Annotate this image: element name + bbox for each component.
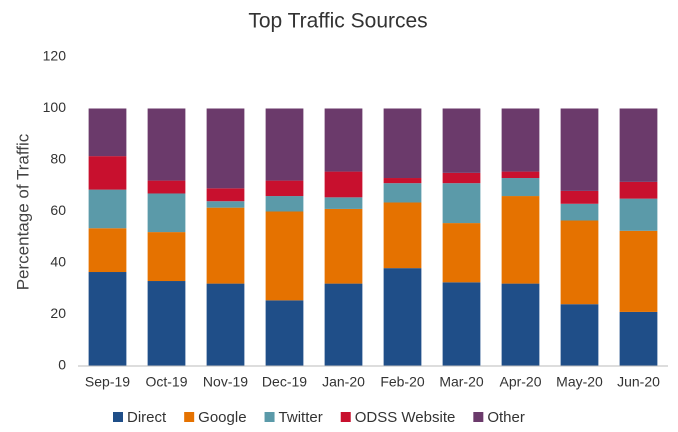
bar-segment	[88, 272, 127, 366]
y-tick-label: 80	[50, 151, 66, 167]
bar-segment	[147, 232, 186, 282]
x-tick-label: Nov-19	[203, 374, 248, 390]
bar-segment	[619, 230, 658, 312]
bar-segment	[206, 188, 245, 202]
y-tick-label: 20	[50, 305, 66, 321]
bar-segment	[560, 304, 599, 366]
bar-segment	[383, 108, 422, 179]
bar-segment	[265, 300, 304, 366]
x-tick-label: Dec-19	[262, 374, 307, 390]
bar-segment	[88, 156, 127, 190]
bar-segment	[265, 108, 304, 181]
y-tick-label: 100	[43, 99, 67, 115]
bar-segment	[560, 190, 599, 204]
bar-segment	[324, 108, 363, 172]
bar-segment	[383, 183, 422, 203]
x-tick-label: Feb-20	[380, 374, 425, 390]
bar-segment	[619, 108, 658, 182]
x-tick-label: Mar-20	[439, 374, 484, 390]
bar-segment	[442, 183, 481, 224]
legend-swatch	[473, 412, 484, 422]
chart-title: Top Traffic Sources	[248, 10, 427, 33]
bar-segment	[442, 108, 481, 173]
bar-segment	[324, 208, 363, 284]
bar-segment	[501, 171, 540, 179]
legend-label: Direct	[127, 409, 167, 426]
legend-swatch	[184, 412, 195, 422]
bar-segment	[265, 211, 304, 301]
x-tick-label: Jan-20	[322, 374, 365, 390]
legend-label: Google	[198, 409, 246, 426]
bar-segment	[324, 283, 363, 366]
bar-segment	[383, 268, 422, 366]
bar-segment	[206, 283, 245, 366]
x-tick-label: Jun-20	[617, 374, 660, 390]
bar-segment	[442, 223, 481, 283]
bar-segment	[501, 108, 540, 172]
bar-segment	[88, 228, 127, 273]
bar-segment	[560, 203, 599, 221]
legend-swatch	[113, 412, 123, 422]
bar-segment	[206, 201, 245, 208]
y-tick-label: 120	[43, 48, 67, 64]
bar-segment	[265, 196, 304, 212]
bar-segment	[147, 193, 186, 233]
bar-segment	[383, 202, 422, 269]
bar-segment	[560, 108, 599, 191]
bar-segment	[324, 197, 363, 209]
bar-segment	[206, 207, 245, 284]
x-tick-label: Sep-19	[85, 374, 130, 390]
bar-segment	[442, 172, 481, 184]
bar-segment	[147, 281, 186, 366]
x-tick-label: May-20	[556, 374, 603, 390]
legend-swatch	[264, 412, 275, 422]
legend-label: Other	[487, 409, 525, 426]
legend-swatch	[340, 412, 351, 422]
bar-segment	[265, 180, 304, 197]
x-tick-label: Oct-19	[145, 374, 187, 390]
bar-segment	[501, 196, 540, 284]
bar-segment	[206, 108, 245, 189]
bar-segment	[147, 108, 186, 181]
bar-segment	[383, 178, 422, 184]
bar-segment	[88, 108, 127, 157]
y-axis-title: Percentage of Traffic	[13, 133, 32, 290]
bar-segment	[560, 220, 599, 305]
bar-segment	[619, 311, 658, 366]
bar-segment	[619, 181, 658, 199]
bar-segment	[147, 180, 186, 194]
bar-segment	[442, 282, 481, 366]
bar-segment	[88, 189, 127, 229]
y-tick-label: 0	[58, 357, 66, 373]
bar-segment	[619, 198, 658, 231]
bar-segment	[501, 178, 540, 197]
x-tick-label: Apr-20	[499, 374, 541, 390]
legend-label: ODSS Website	[355, 409, 456, 426]
y-tick-label: 40	[50, 254, 66, 270]
legend-label: Twitter	[279, 409, 323, 426]
y-tick-label: 60	[50, 202, 66, 218]
bar-segment	[501, 283, 540, 366]
bar-segment	[324, 171, 363, 198]
